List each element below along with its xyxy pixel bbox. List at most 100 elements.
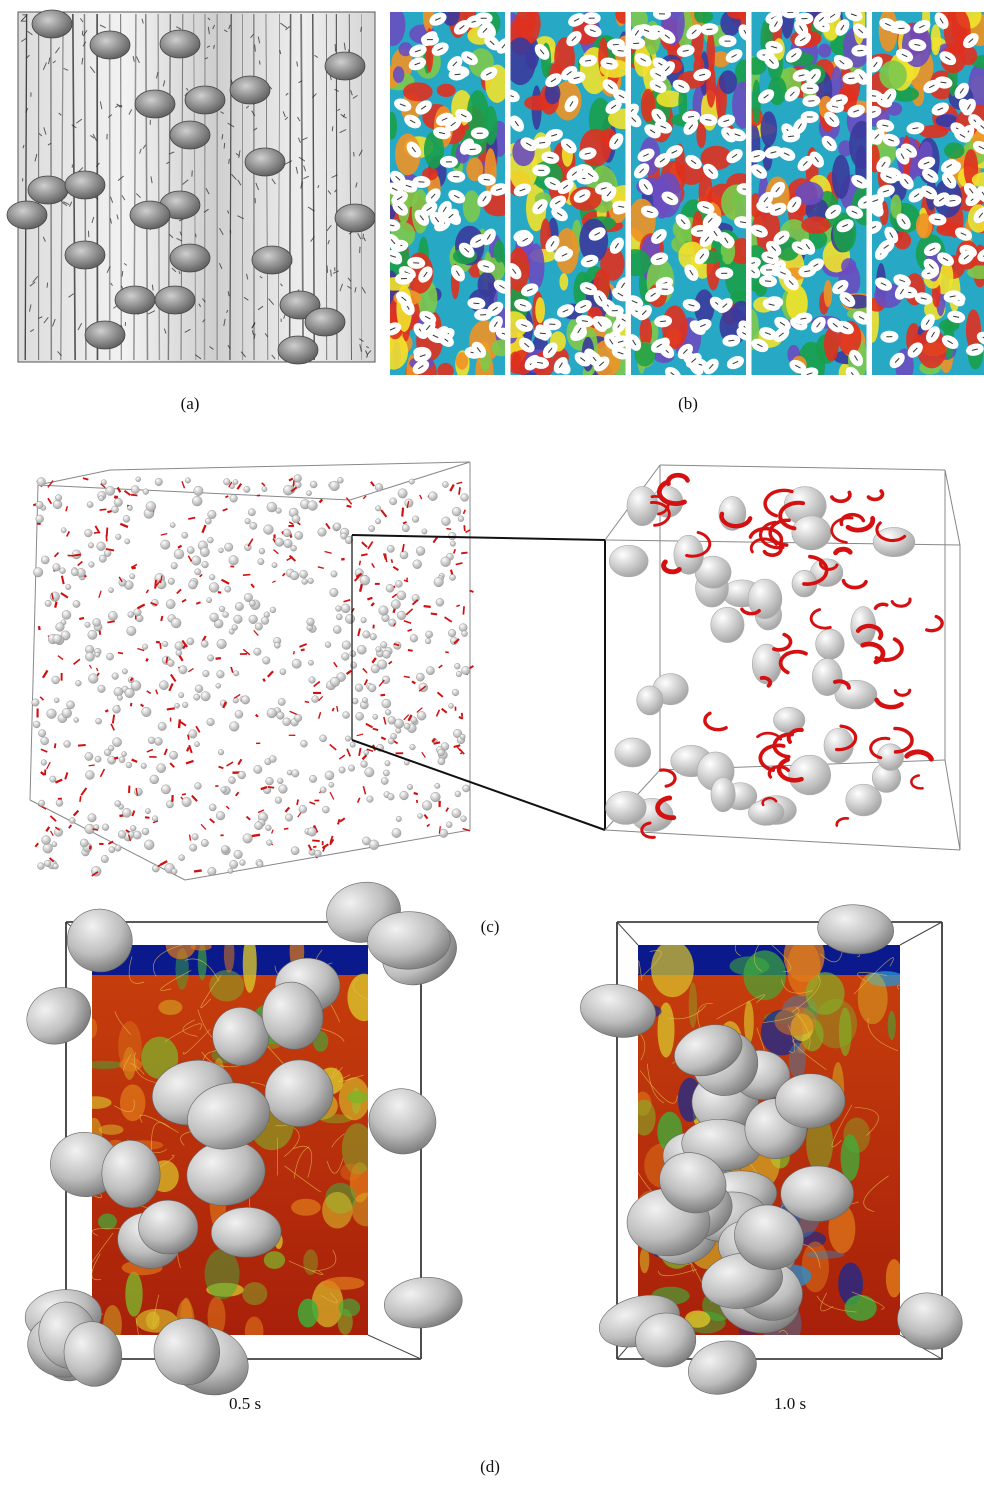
particle	[266, 840, 272, 846]
particle	[325, 771, 334, 780]
particle	[122, 808, 131, 817]
particle	[390, 498, 397, 505]
particle	[201, 692, 210, 701]
vortex	[450, 485, 454, 491]
vortex	[189, 745, 192, 753]
particle	[330, 481, 340, 491]
particle	[438, 749, 445, 756]
field-blob	[78, 1096, 112, 1109]
field-blob	[789, 1043, 806, 1078]
vortex-ring	[789, 730, 802, 742]
particle	[112, 673, 119, 680]
bubble	[90, 31, 130, 59]
particle	[208, 510, 217, 519]
vortex	[108, 841, 113, 843]
particle	[33, 721, 40, 728]
vortex	[131, 495, 137, 496]
particle	[263, 657, 271, 665]
particle	[224, 478, 231, 485]
particle	[108, 745, 114, 751]
vortex	[358, 798, 360, 803]
vortex	[61, 593, 68, 598]
particle	[452, 507, 461, 516]
vortex	[368, 542, 373, 549]
particle	[267, 502, 277, 512]
particle	[52, 842, 57, 847]
particle	[265, 825, 271, 831]
particle	[458, 516, 464, 522]
vortex	[330, 792, 334, 799]
particle	[364, 750, 369, 755]
vortex	[243, 575, 250, 576]
vortex	[371, 482, 374, 486]
strip	[619, 0, 756, 384]
vortex	[210, 819, 215, 823]
particle	[249, 615, 258, 624]
particle	[66, 701, 74, 709]
field-blob	[340, 1163, 360, 1180]
vortex	[35, 843, 38, 847]
bubble	[789, 755, 831, 795]
vortex	[216, 658, 221, 659]
particle	[362, 698, 367, 703]
field-blob	[478, 272, 496, 297]
vortex	[268, 671, 273, 677]
bubble	[32, 10, 72, 38]
particle	[333, 626, 341, 634]
vortex	[420, 495, 422, 499]
vortex	[404, 715, 409, 720]
field-blob	[494, 240, 505, 263]
vortex-ring	[863, 644, 883, 662]
particle	[228, 868, 233, 873]
particle	[411, 717, 417, 723]
particle	[131, 486, 139, 494]
field-blob	[120, 1084, 145, 1121]
field-blob	[119, 1058, 142, 1072]
particle	[234, 671, 239, 676]
field-blob	[849, 121, 875, 169]
particle	[71, 569, 78, 576]
particle	[425, 638, 431, 644]
field-blob	[209, 970, 244, 1002]
vortex	[379, 680, 384, 686]
particle	[229, 860, 237, 868]
particle	[285, 814, 292, 821]
particle	[276, 508, 282, 514]
particle	[176, 650, 182, 656]
bubble	[170, 121, 210, 149]
bubble	[185, 86, 225, 114]
field-blob	[322, 1192, 352, 1229]
particle	[255, 822, 263, 830]
bubble	[812, 658, 842, 695]
vortex	[146, 659, 147, 662]
particle	[42, 836, 51, 845]
particle	[388, 738, 394, 744]
particle	[190, 844, 197, 851]
particle	[60, 568, 66, 574]
vortex	[256, 715, 258, 717]
particle	[36, 501, 43, 508]
field-blob	[879, 60, 907, 89]
particle	[229, 777, 236, 784]
particle	[322, 806, 329, 813]
bubble	[873, 527, 915, 556]
field-blob	[931, 24, 941, 55]
vortex	[319, 712, 321, 719]
cube-edge	[38, 470, 110, 485]
vortex	[55, 780, 62, 783]
bubble	[609, 545, 648, 577]
vortex	[456, 563, 463, 565]
particle	[382, 676, 390, 684]
vortex	[463, 510, 465, 514]
vortex	[326, 523, 330, 528]
particle	[171, 869, 177, 875]
vortex	[186, 761, 194, 764]
vortex	[389, 661, 392, 664]
particle	[365, 768, 374, 777]
vortex	[456, 605, 459, 606]
particle	[134, 608, 142, 616]
bubble-mark	[484, 179, 490, 180]
particle	[392, 828, 401, 837]
vortex	[238, 759, 241, 764]
particle	[203, 670, 210, 677]
